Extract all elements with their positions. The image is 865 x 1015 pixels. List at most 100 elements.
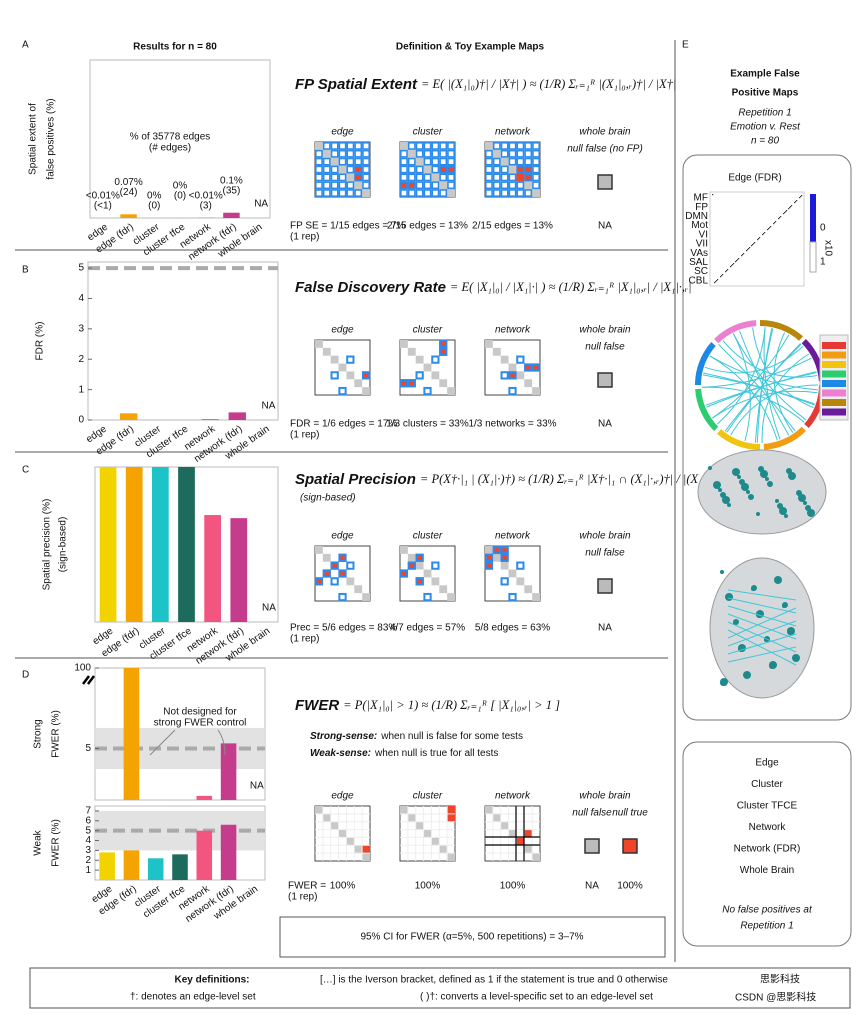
- diagonal-cell: [492, 553, 501, 562]
- brain-node: [760, 470, 768, 478]
- detected-cell: [322, 157, 331, 166]
- detected-cell: [399, 569, 409, 578]
- detected-cell: [532, 142, 541, 150]
- colorbar-scale: x10: [822, 240, 833, 257]
- matrix-dot: [796, 200, 798, 202]
- detected-cell: [322, 189, 331, 197]
- diagonal-cell: [516, 371, 525, 380]
- diagonal-cell: [415, 157, 424, 166]
- sense-name: Strong-sense:: [310, 731, 377, 742]
- detected-cell: [439, 165, 448, 174]
- matrix-dot: [722, 274, 724, 276]
- detected-cell: [431, 189, 440, 197]
- chord-legend-swatch: [822, 342, 846, 349]
- false-positive-cell: [354, 173, 363, 182]
- count-label: (24): [120, 187, 138, 198]
- detected-cell: [484, 149, 493, 158]
- detected-cell: [330, 189, 339, 197]
- diagonal-cell: [407, 813, 416, 822]
- detected-cell: [447, 142, 456, 150]
- detected-cell: [439, 149, 448, 158]
- detected-cell: [407, 189, 416, 197]
- detected-cell: [338, 181, 347, 190]
- detected-cell: [346, 355, 355, 364]
- diagonal-cell: [423, 363, 432, 372]
- matrix-dot: [748, 248, 750, 250]
- map-title: network: [495, 325, 531, 336]
- whole-brain-caption: NA: [598, 221, 612, 232]
- definition-title: Definition & Toy Example Maps: [396, 42, 545, 53]
- detected-cell: [415, 577, 424, 586]
- chord-link: [702, 357, 812, 388]
- detected-cell: [532, 165, 541, 174]
- detected-cell: [415, 553, 424, 562]
- false-positive-cell: [400, 379, 408, 388]
- matrix-dot: [741, 255, 743, 257]
- false-positive-cell: [407, 561, 416, 570]
- diagonal-cell: [415, 821, 424, 830]
- false-positive-cell: [400, 181, 408, 190]
- matrix-dot: [717, 279, 719, 281]
- false-positive-cell: [439, 340, 448, 348]
- detected-cell: [415, 142, 424, 150]
- detected-cell: [516, 149, 525, 158]
- false-positive-cell: [524, 829, 533, 838]
- chord-legend-swatch: [822, 399, 846, 406]
- detected-cell: [484, 157, 493, 166]
- false-positive-cell: [524, 165, 533, 174]
- detected-cell: [399, 189, 408, 197]
- detected-cell: [346, 561, 355, 570]
- detected-cell: [500, 545, 509, 555]
- colorbar: [810, 194, 816, 242]
- false-positive-cell: [447, 806, 455, 814]
- matrix-title: Edge (FDR): [728, 173, 781, 184]
- rep-note: (1 rep): [290, 430, 319, 441]
- panel-label: B: [22, 265, 29, 276]
- diagonal-cell: [508, 829, 517, 838]
- brain-node: [722, 496, 730, 504]
- false-positive-cell: [407, 379, 416, 388]
- brain-node: [782, 602, 788, 608]
- y-axis-label: FWER (%): [51, 710, 62, 758]
- brain-node: [741, 483, 749, 491]
- whole-brain-square: [597, 578, 613, 594]
- whole-brain-square: [622, 838, 638, 854]
- bar: [151, 467, 169, 622]
- chord-link: [739, 330, 790, 436]
- matrix-dot: [791, 205, 793, 207]
- y-axis-label: Weak: [33, 829, 44, 855]
- diagonal-cell: [407, 347, 416, 356]
- matrix-dot: [794, 202, 796, 204]
- matrix-dot: [725, 271, 727, 273]
- false-positive-cell: [362, 371, 370, 380]
- detected-cell: [407, 142, 416, 150]
- brain-edge: [727, 633, 797, 655]
- bar: [120, 413, 138, 420]
- matrix-dot: [712, 194, 714, 196]
- matrix-label: SC: [694, 266, 708, 277]
- y-tick-label: 5: [85, 825, 91, 836]
- axis-break: [82, 675, 90, 685]
- matrix-dot: [801, 195, 803, 197]
- y-axis-label: false positives (%): [46, 98, 57, 179]
- y-axis-label: Strong: [33, 719, 44, 748]
- detected-cell: [439, 347, 448, 356]
- rep-note: (1 rep): [288, 892, 317, 903]
- detected-cell: [500, 173, 509, 182]
- diagonal-cell: [524, 845, 533, 854]
- detected-cell: [531, 363, 541, 372]
- whole-brain-note: null false: [585, 548, 625, 559]
- detected-cell: [500, 553, 509, 562]
- matrix-dot: [753, 243, 755, 245]
- annotation: % of 35778 edges: [130, 132, 211, 143]
- detected-cell: [314, 157, 323, 166]
- detected-cell: [516, 355, 525, 364]
- map-title: network: [495, 791, 531, 802]
- map-caption: 1/3 networks = 33%: [468, 419, 556, 430]
- detected-cell: [346, 157, 355, 166]
- matrix-dot: [762, 234, 764, 236]
- detected-cell: [500, 371, 509, 380]
- detected-cell: [423, 157, 432, 166]
- y-tick-label: 2: [78, 354, 84, 365]
- brain-node: [737, 475, 741, 479]
